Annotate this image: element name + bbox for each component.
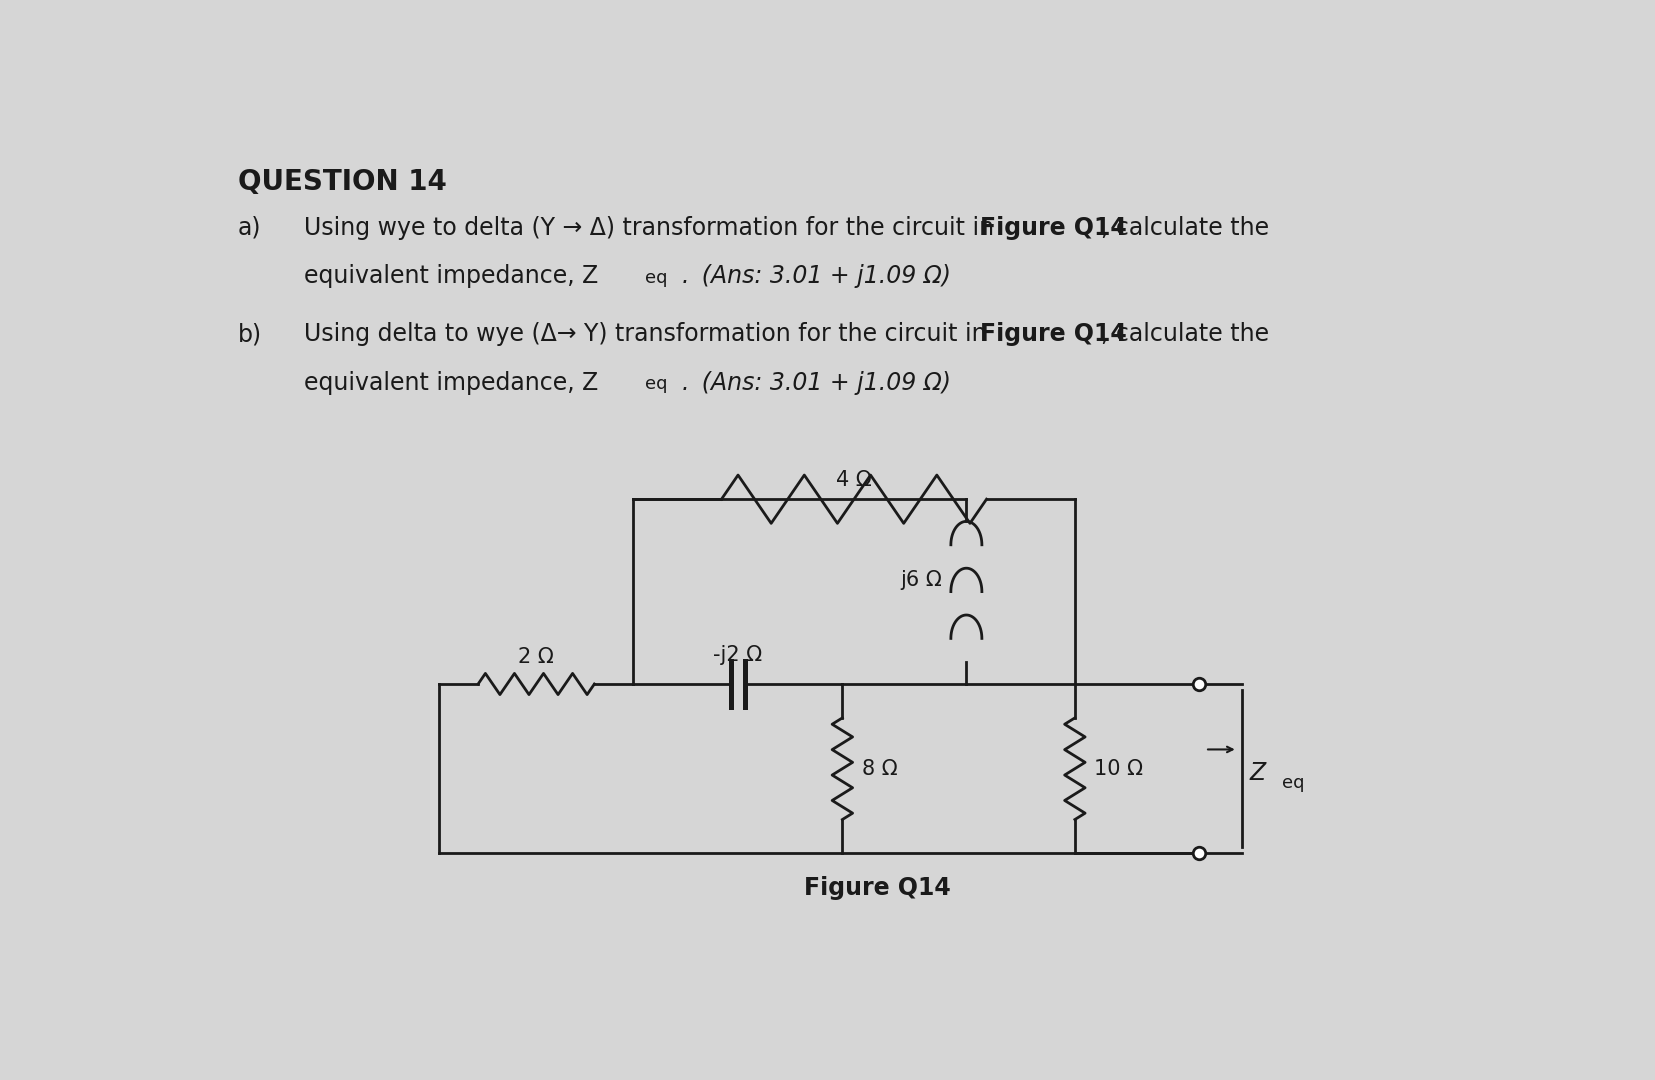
Text: QUESTION 14: QUESTION 14 <box>238 168 447 197</box>
Text: b): b) <box>238 322 261 346</box>
Text: eq: eq <box>645 269 667 287</box>
Text: a): a) <box>238 216 261 240</box>
Text: -j2 Ω: -j2 Ω <box>713 645 763 665</box>
Text: Using wye to delta (Y → Δ) transformation for the circuit in: Using wye to delta (Y → Δ) transformatio… <box>305 216 1001 240</box>
Text: eq: eq <box>1283 773 1304 792</box>
Text: equivalent impedance, Z: equivalent impedance, Z <box>305 265 597 288</box>
Text: .  (Ans: 3.01 + j1.09 Ω): . (Ans: 3.01 + j1.09 Ω) <box>682 370 952 394</box>
Text: equivalent impedance, Z: equivalent impedance, Z <box>305 370 597 394</box>
Text: 8 Ω: 8 Ω <box>862 758 897 779</box>
Text: 10 Ω: 10 Ω <box>1094 758 1144 779</box>
Text: Figure Q14: Figure Q14 <box>804 877 950 901</box>
Text: j6 Ω: j6 Ω <box>900 570 942 590</box>
Text: Z: Z <box>1250 760 1266 784</box>
Text: Figure Q14: Figure Q14 <box>980 322 1127 346</box>
Text: Using delta to wye (Δ→ Y) transformation for the circuit in: Using delta to wye (Δ→ Y) transformation… <box>305 322 995 346</box>
Text: Figure Q14: Figure Q14 <box>980 216 1127 240</box>
Text: .  (Ans: 3.01 + j1.09 Ω): . (Ans: 3.01 + j1.09 Ω) <box>682 265 952 288</box>
Text: , calculate the: , calculate the <box>1101 216 1269 240</box>
Text: 2 Ω: 2 Ω <box>518 647 554 667</box>
Text: eq: eq <box>645 375 667 393</box>
Text: , calculate the: , calculate the <box>1101 322 1269 346</box>
Text: 4 Ω: 4 Ω <box>836 470 872 490</box>
